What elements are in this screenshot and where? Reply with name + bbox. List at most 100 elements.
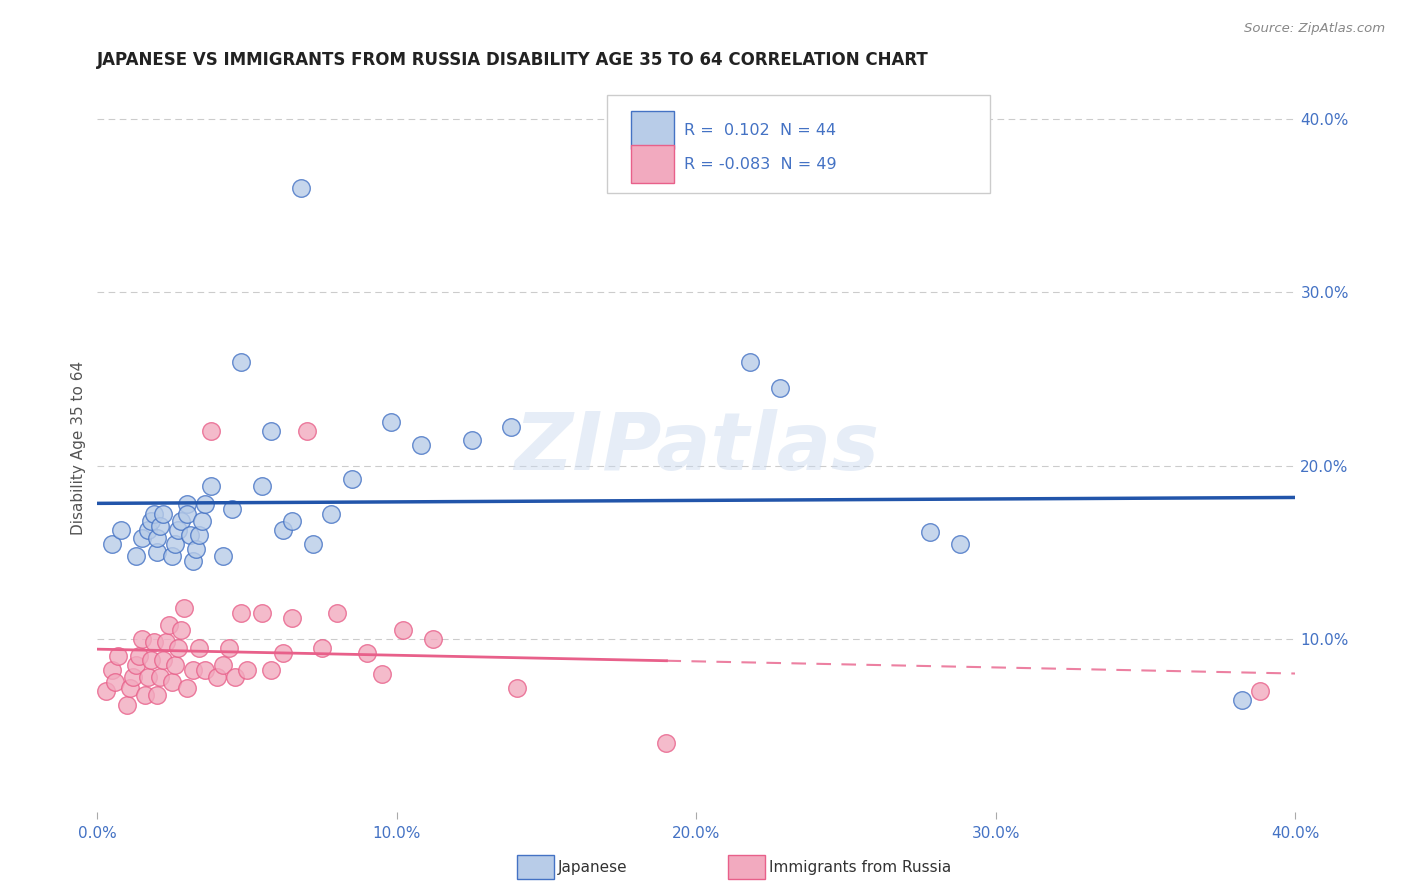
Point bbox=[295, 424, 318, 438]
Point bbox=[143, 635, 166, 649]
Point bbox=[157, 618, 180, 632]
Point bbox=[104, 675, 127, 690]
Text: R =  0.102  N = 44: R = 0.102 N = 44 bbox=[685, 122, 837, 137]
Point bbox=[152, 507, 174, 521]
Point bbox=[655, 736, 678, 750]
Point bbox=[212, 658, 235, 673]
FancyBboxPatch shape bbox=[606, 95, 990, 194]
Point bbox=[319, 507, 342, 521]
Point bbox=[311, 640, 333, 655]
Point bbox=[165, 536, 187, 550]
Point bbox=[176, 497, 198, 511]
Point bbox=[371, 666, 394, 681]
Point bbox=[380, 415, 402, 429]
Point bbox=[167, 640, 190, 655]
Point bbox=[499, 420, 522, 434]
Point bbox=[155, 635, 177, 649]
Point bbox=[221, 502, 243, 516]
Point bbox=[181, 663, 204, 677]
Text: Japanese: Japanese bbox=[558, 860, 628, 874]
Point bbox=[136, 523, 159, 537]
Point bbox=[141, 653, 163, 667]
Point bbox=[131, 632, 153, 646]
Point bbox=[143, 507, 166, 521]
Point bbox=[107, 649, 129, 664]
Point bbox=[918, 524, 941, 539]
Text: Immigrants from Russia: Immigrants from Russia bbox=[769, 860, 952, 874]
Point bbox=[179, 528, 201, 542]
Point bbox=[120, 681, 142, 695]
Point bbox=[281, 514, 304, 528]
Point bbox=[200, 479, 222, 493]
Point bbox=[122, 670, 145, 684]
FancyBboxPatch shape bbox=[630, 112, 673, 149]
Point bbox=[1249, 684, 1271, 698]
Point bbox=[96, 684, 118, 698]
Point bbox=[260, 424, 283, 438]
Point bbox=[188, 640, 211, 655]
Point bbox=[149, 519, 172, 533]
Point bbox=[146, 688, 169, 702]
Point bbox=[176, 681, 198, 695]
Point bbox=[136, 670, 159, 684]
Point bbox=[101, 663, 124, 677]
Point bbox=[188, 528, 211, 542]
Point bbox=[461, 433, 484, 447]
Point bbox=[186, 541, 208, 556]
Point bbox=[281, 611, 304, 625]
Point bbox=[125, 658, 148, 673]
Point bbox=[146, 532, 169, 546]
Point bbox=[949, 536, 972, 550]
Point bbox=[173, 600, 195, 615]
Point bbox=[229, 606, 252, 620]
Point bbox=[134, 688, 156, 702]
Point bbox=[194, 497, 217, 511]
Point bbox=[146, 545, 169, 559]
Point bbox=[250, 606, 273, 620]
Point bbox=[176, 507, 198, 521]
Point bbox=[302, 536, 325, 550]
Point bbox=[194, 663, 217, 677]
Text: R = -0.083  N = 49: R = -0.083 N = 49 bbox=[685, 157, 837, 172]
Point bbox=[356, 646, 378, 660]
Point bbox=[110, 523, 132, 537]
Point bbox=[165, 658, 187, 673]
Point bbox=[218, 640, 240, 655]
Point bbox=[170, 514, 193, 528]
Point bbox=[167, 523, 190, 537]
Point bbox=[131, 532, 153, 546]
Point bbox=[505, 681, 527, 695]
Point bbox=[271, 646, 294, 660]
Point bbox=[422, 632, 444, 646]
Text: JAPANESE VS IMMIGRANTS FROM RUSSIA DISABILITY AGE 35 TO 64 CORRELATION CHART: JAPANESE VS IMMIGRANTS FROM RUSSIA DISAB… bbox=[97, 51, 929, 69]
Text: Source: ZipAtlas.com: Source: ZipAtlas.com bbox=[1244, 22, 1385, 36]
Point bbox=[141, 514, 163, 528]
Point bbox=[181, 554, 204, 568]
Point bbox=[160, 549, 183, 563]
Point bbox=[740, 354, 762, 368]
Point bbox=[101, 536, 124, 550]
Point bbox=[191, 514, 214, 528]
Point bbox=[340, 473, 363, 487]
Point bbox=[250, 479, 273, 493]
Point bbox=[1230, 692, 1253, 706]
Point bbox=[125, 549, 148, 563]
Text: ZIPatlas: ZIPatlas bbox=[515, 409, 879, 487]
Y-axis label: Disability Age 35 to 64: Disability Age 35 to 64 bbox=[72, 361, 86, 535]
Point bbox=[200, 424, 222, 438]
Point bbox=[326, 606, 349, 620]
Point bbox=[271, 523, 294, 537]
Point bbox=[160, 675, 183, 690]
Point bbox=[170, 624, 193, 638]
Point bbox=[149, 670, 172, 684]
Point bbox=[205, 670, 228, 684]
Point bbox=[212, 549, 235, 563]
Point bbox=[128, 649, 150, 664]
Point bbox=[236, 663, 259, 677]
Point bbox=[152, 653, 174, 667]
Point bbox=[409, 438, 432, 452]
Point bbox=[392, 624, 415, 638]
Point bbox=[260, 663, 283, 677]
Point bbox=[290, 181, 312, 195]
Point bbox=[117, 698, 139, 712]
